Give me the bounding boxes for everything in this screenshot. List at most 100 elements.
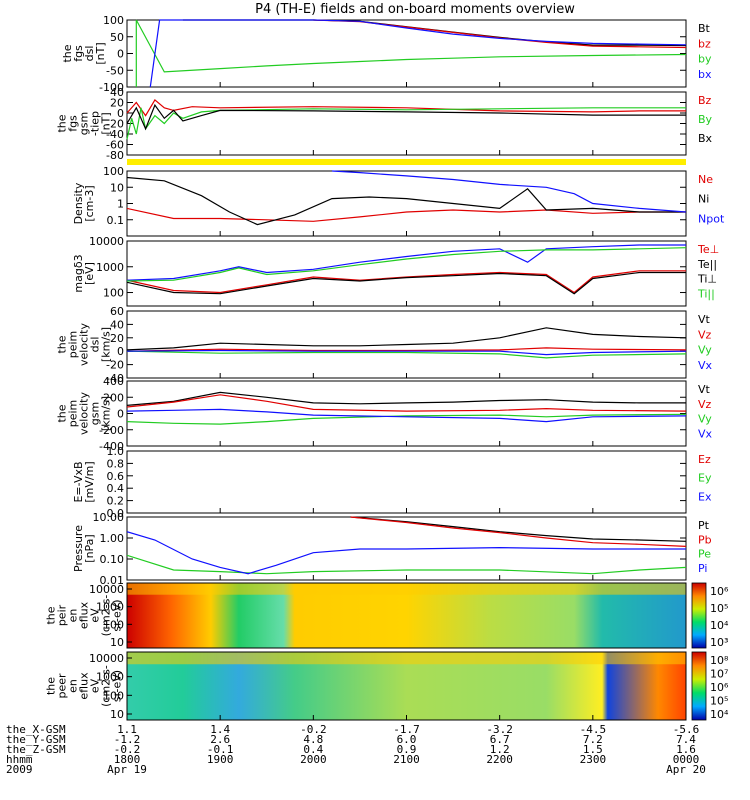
y-axis-label: E=-VxB <box>72 461 85 502</box>
y-tick-label: 10 <box>110 181 124 194</box>
y-axis-label: magδ3 <box>72 254 85 292</box>
panel-frame <box>126 19 687 88</box>
footer-value: -0.1 <box>207 743 234 756</box>
y-axis-label: [mV/m] <box>83 461 96 502</box>
y-axis-label: sr-eV) <box>111 670 124 702</box>
y-tick-label: 0.6 <box>107 470 125 483</box>
y-tick-label: 1.0 <box>107 445 125 458</box>
y-tick-label: 0.01 <box>100 574 125 587</box>
y-axis-label: eV <box>89 608 102 623</box>
y-axis-label: (cm2-s- <box>100 665 113 707</box>
series-Bz <box>126 98 686 117</box>
footer-value: 6.0 <box>397 733 417 746</box>
footer-value: 7.2 <box>583 733 603 746</box>
spectrogram-band <box>127 652 686 665</box>
series-Vt <box>126 327 687 351</box>
y-tick-label: 10000 <box>89 652 124 665</box>
y-tick-label: -200 <box>99 424 124 437</box>
legend-entry: Pe <box>698 548 711 561</box>
y-tick-label: -50 <box>106 64 124 77</box>
y-tick-label: 10 <box>110 636 124 649</box>
spectrogram-band <box>127 583 686 595</box>
y-axis-label: [nT] <box>94 42 107 64</box>
footer-row-label: the_Y-GSM <box>6 733 66 746</box>
y-axis-label: -tiep <box>89 111 102 136</box>
y-axis-label: the <box>45 606 58 624</box>
y-axis-label: [km/s] <box>100 396 113 431</box>
y-tick-label: 0.8 <box>107 457 125 470</box>
y-tick-label: 0.0 <box>107 507 125 520</box>
series-bx <box>149 19 687 88</box>
footer-value: 1.6 <box>676 743 696 756</box>
y-axis-label: eflux <box>78 672 91 700</box>
colorbar-tick-label: 10⁸ <box>710 654 729 667</box>
footer-value: 1.5 <box>583 743 603 756</box>
y-axis-label: the <box>45 677 58 695</box>
legend-entry: Bz <box>698 94 712 107</box>
footer-value: 1.4 <box>210 723 230 736</box>
y-axis-label: velocity <box>78 392 91 435</box>
footer-value: -0.2 <box>300 723 327 736</box>
footer-value: 7.4 <box>676 733 696 746</box>
series-Vy <box>126 413 687 425</box>
series-Vz <box>126 394 687 412</box>
y-tick-label: 60 <box>110 305 124 318</box>
footer-value: 2.6 <box>210 733 230 746</box>
y-axis-label: Density <box>72 182 85 224</box>
legend-entry: Vx <box>698 427 713 440</box>
y-tick-label: -40 <box>106 372 124 385</box>
y-axis-label: [eV] <box>83 262 96 285</box>
y-axis-label: [cm-3] <box>83 185 96 221</box>
mode-bar <box>127 159 686 165</box>
y-axis-label: peir <box>56 604 69 626</box>
y-tick-label: 200 <box>103 391 124 404</box>
panel-density: 100 10 1 0.1 Ne Ni Npot Density[cm-3] <box>72 165 725 237</box>
y-tick-label: 100 <box>103 165 124 178</box>
legend-entry: bx <box>698 68 712 81</box>
legend-entry: Ne <box>698 173 713 186</box>
y-tick-label: -100 <box>99 81 124 94</box>
y-axis-label: fgs <box>72 45 85 62</box>
panels: 100500-50-100Btbzbybxthefgsdsl[nT]40200-… <box>45 14 729 721</box>
legend-entry: Ex <box>698 490 712 503</box>
y-tick-label: 100 <box>103 287 124 300</box>
series-Pi <box>126 531 686 575</box>
series-Te⊥ <box>126 270 686 294</box>
footer-value: Apr 20 <box>666 763 706 776</box>
legend-entry: bz <box>698 37 711 50</box>
footer-row-label: the_Z-GSM <box>6 743 66 756</box>
legend-entry: Ey <box>698 472 712 485</box>
colorbar-tick-label: 10³ <box>710 636 728 649</box>
footer-row-label: hhmm <box>6 753 33 766</box>
footer-value: Apr 19 <box>107 763 147 776</box>
y-tick-label: 0.1 <box>107 214 125 227</box>
panel-ion-spectrogram: 10⁶ 10⁵ 10⁴ 10³ 10000 1000 100 10 thepeireneflux… <box>45 582 729 649</box>
y-axis-label: sr-eV) <box>111 599 124 631</box>
y-tick-label: 50 <box>110 31 124 44</box>
series-Te|| <box>126 271 686 295</box>
legend-entry: Bx <box>698 132 713 145</box>
legend-entry: Ez <box>698 453 711 466</box>
footer-value: -0.2 <box>114 743 141 756</box>
series-Vt <box>126 391 686 406</box>
panel-frame <box>126 91 687 156</box>
y-axis-label: en <box>67 679 80 693</box>
y-axis-label: gsm <box>89 402 102 425</box>
y-axis-label: peim <box>67 331 80 359</box>
y-tick-label: 0.2 <box>107 495 125 508</box>
legend-entry: Vz <box>698 328 712 341</box>
legend-entry: Vx <box>698 359 713 372</box>
legend-entry: By <box>698 113 713 126</box>
colorbar-tick-label: 10⁴ <box>710 708 729 721</box>
series-by <box>135 19 687 87</box>
footer-row-label: 2009 <box>6 763 33 776</box>
y-tick-label: 0.4 <box>107 482 125 495</box>
series-Pt <box>350 516 687 542</box>
series-Bt <box>182 19 687 47</box>
y-tick-label: 20 <box>110 332 124 345</box>
y-tick-label: 1000 <box>96 671 124 684</box>
legend-entry: Vy <box>698 344 712 357</box>
